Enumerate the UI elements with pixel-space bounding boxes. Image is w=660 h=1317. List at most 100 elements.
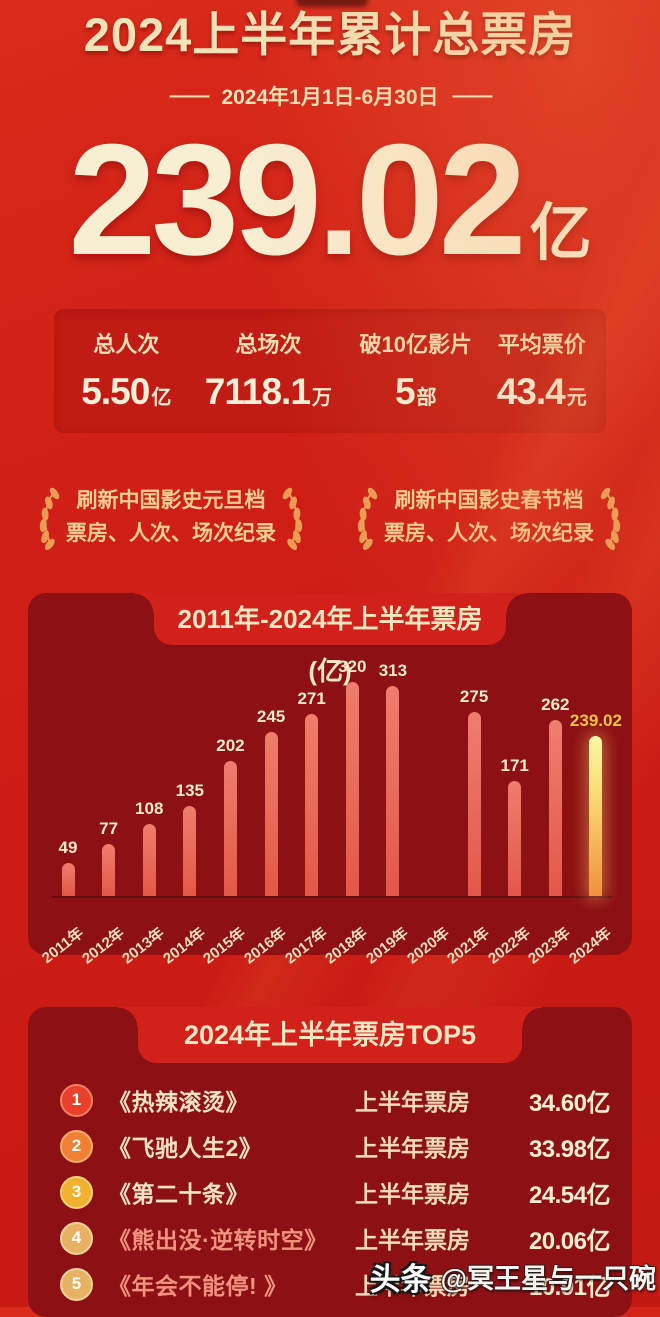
- x-axis-label: 2012年: [78, 924, 128, 968]
- rank-badge: 1: [60, 1083, 93, 1117]
- movie-title: 《第二十条》: [108, 1181, 249, 1207]
- stat-unit: 亿: [151, 387, 172, 409]
- chart-column: 135 2014年: [160, 781, 209, 968]
- bar-value-label: 245: [256, 707, 286, 726]
- bar: [142, 824, 156, 896]
- bar-value-label: 77: [99, 819, 119, 838]
- bar-value-label: 320: [338, 657, 367, 676]
- row-value: 10.91亿: [528, 1273, 611, 1301]
- stat-unit: 部: [416, 387, 437, 409]
- bar: [264, 732, 278, 896]
- rank-badge: 5: [60, 1267, 93, 1301]
- bar: [345, 682, 359, 896]
- x-axis-label: 2020年: [403, 924, 453, 968]
- total-box-office-unit: 亿: [529, 199, 592, 268]
- watermark: 头条 @冥王星与一只碗: [370, 1254, 656, 1299]
- bar-value-label: 202: [216, 736, 245, 755]
- bar: [305, 714, 319, 896]
- stat-value: 7118.1 万: [204, 371, 332, 412]
- x-axis-label: 2011年: [38, 924, 87, 968]
- movie-title: 《飞驰人生2》: [108, 1135, 263, 1161]
- chart-column: 202 2015年: [201, 736, 250, 968]
- chart-column: 77 2012年: [79, 819, 128, 968]
- top5-row: 1 《热辣滚烫》 上半年票房 34.60亿: [60, 1077, 611, 1123]
- laurel-icon: [600, 487, 621, 551]
- stat-unit: 万: [311, 387, 332, 409]
- record-badge: 刷新中国影史元旦档 票房、人次、场次纪录: [32, 485, 310, 551]
- row-label: 上半年票房: [355, 1089, 470, 1115]
- date-dash-left: ——: [169, 84, 209, 107]
- bar-value-label: 171: [500, 756, 529, 775]
- movie-title: 《热辣滚烫》: [108, 1089, 249, 1115]
- stat-item: 总人次 5.50 亿: [62, 327, 191, 413]
- stat-label: 平均票价: [497, 332, 586, 357]
- bar: [102, 844, 116, 896]
- bar-value-label: 108: [135, 799, 164, 818]
- x-axis-label: 2013年: [119, 924, 168, 968]
- tab-flare-right: [506, 593, 526, 613]
- chart-column: 313 2019年: [363, 661, 412, 968]
- stat-value: 5.50 亿: [81, 371, 172, 412]
- x-axis-label: 2021年: [444, 924, 493, 968]
- x-axis-label: 2019年: [363, 924, 412, 968]
- chart-column: 49 2011年: [39, 838, 87, 967]
- stat-label: 总场次: [235, 332, 302, 357]
- date-range: 2024年1月1日-6月30日: [221, 86, 439, 109]
- row-value: 24.54亿: [528, 1181, 611, 1209]
- bar: [467, 712, 481, 896]
- row-label: 上半年票房: [355, 1181, 470, 1207]
- stat-item: 平均票价 43.4 元: [485, 327, 598, 413]
- chart-column: 271 2017年: [282, 689, 331, 968]
- row-label: 上半年票房: [355, 1273, 470, 1299]
- x-axis-label: 2022年: [484, 924, 534, 968]
- chart-column: 239.02 2024年: [566, 711, 622, 968]
- x-axis-label: 2017年: [281, 924, 331, 968]
- chart-column: 108 2013年: [119, 799, 168, 968]
- bar-value-label: 275: [459, 687, 489, 706]
- bar: [508, 781, 522, 896]
- row-label: 上半年票房: [355, 1227, 470, 1253]
- chart-column: 245 2016年: [241, 707, 290, 968]
- bar-chart: 49 2011年 77 2012年 108 2013年 135 2014年 20…: [39, 645, 622, 968]
- tab-flare-left: [134, 593, 154, 613]
- rank-badge: 3: [60, 1175, 93, 1209]
- chart-column: 275 2021年: [444, 687, 493, 968]
- record-badge-text: 刷新中国影史元旦档 票房、人次、场次纪录: [66, 489, 276, 545]
- stat-item: 总场次 7118.1 万: [191, 327, 346, 413]
- chart-title: 2011年-2024年上半年票房 (亿): [177, 604, 483, 686]
- bar: [61, 863, 75, 896]
- bar-value-label: 135: [175, 781, 205, 800]
- x-axis-label: 2015年: [200, 924, 250, 968]
- row-value: 34.60亿: [528, 1089, 611, 1117]
- rank-badge: 2: [60, 1129, 93, 1163]
- bar: [183, 806, 197, 896]
- laurel-icon: [357, 487, 378, 551]
- top5-row: 3 《第二十条》 上半年票房 24.54亿: [60, 1169, 611, 1215]
- watermark-brand: 头条: [369, 1262, 432, 1297]
- row-label: 上半年票房: [355, 1135, 470, 1161]
- date-range-row: —— 2024年1月1日-6月30日 ——: [0, 81, 660, 111]
- chart-column: 262 2023年: [525, 695, 574, 968]
- top5-panel: 2024年上半年票房TOP5 1 《热辣滚烫》 上半年票房 34.60亿 2 《…: [28, 1007, 632, 1317]
- bar-value-label: 271: [297, 689, 326, 708]
- chart-title-tab: 2011年-2024年上半年票房 (亿): [134, 593, 526, 686]
- movie-title: 《熊出没·逆转时空》: [108, 1227, 328, 1253]
- row-value: 20.06亿: [528, 1227, 611, 1255]
- stat-label: 破10亿影片: [359, 332, 472, 357]
- bar: [386, 686, 400, 896]
- stat-value: 43.4 元: [496, 371, 587, 412]
- bar-value-label: 239.02: [569, 711, 622, 730]
- tab-flare-left: [118, 1007, 138, 1027]
- stat-unit: 元: [566, 387, 587, 409]
- chart-column: 320 2018年: [322, 657, 371, 968]
- top5-row: 4 《熊出没·逆转时空》 上半年票房 20.06亿: [60, 1215, 611, 1261]
- top5-row: 5 《年会不能停! 》 上半年票房 10.91亿: [60, 1261, 611, 1307]
- x-axis-label: 2018年: [322, 924, 371, 968]
- total-box-office-value: 239.02: [68, 112, 526, 288]
- top-smudge-artifact: [296, 0, 368, 7]
- bar-value-label: 262: [541, 695, 570, 714]
- laurel-icon: [39, 487, 60, 551]
